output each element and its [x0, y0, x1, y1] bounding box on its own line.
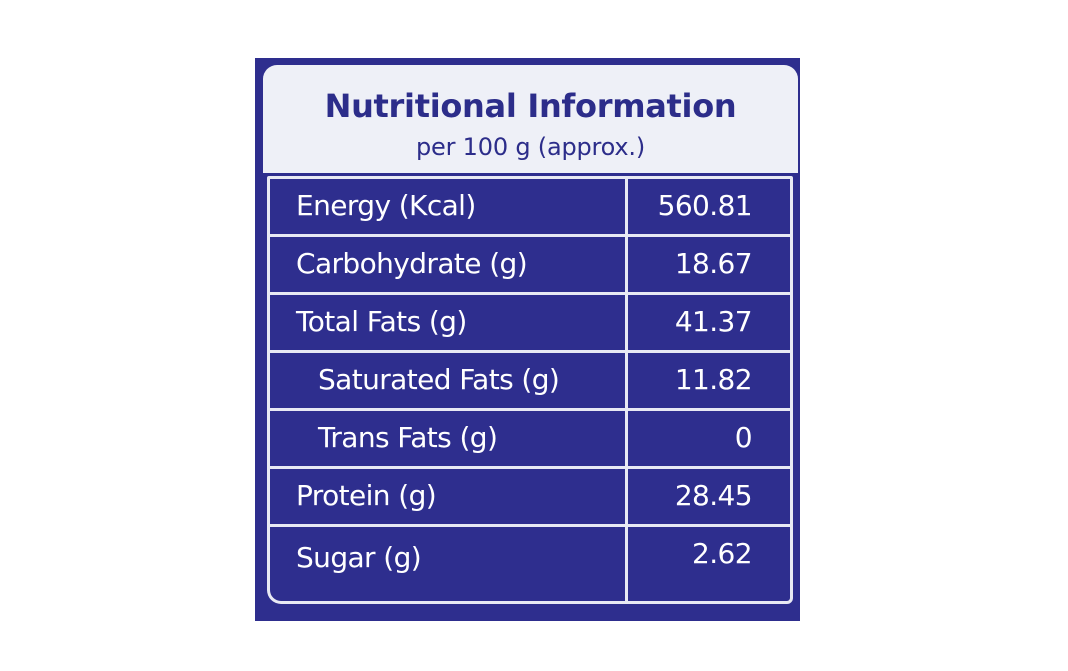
nutrition-table: Energy (Kcal) 560.81 Carbohydrate (g) 18…	[267, 176, 793, 604]
nutrition-subtitle: per 100 g (approx.)	[415, 133, 646, 161]
nutrient-value: 41.37	[674, 305, 753, 338]
table-row: Carbohydrate (g) 18.67	[270, 237, 790, 295]
nutrient-value: 18.67	[674, 247, 753, 280]
table-row: Saturated Fats (g) 11.82	[270, 353, 790, 411]
nutrient-name: Trans Fats (g)	[318, 421, 498, 454]
nutrition-header: Nutritional Information per 100 g (appro…	[263, 65, 798, 173]
nutrient-name: Protein (g)	[296, 479, 437, 512]
nutrient-value: 28.45	[674, 479, 753, 512]
nutrition-title: Nutritional Information	[324, 87, 737, 125]
table-row: Trans Fats (g) 0	[270, 411, 790, 469]
table-column-divider	[625, 179, 628, 601]
nutrient-value: 2.62	[692, 537, 753, 570]
nutrient-value: 0	[734, 421, 753, 454]
nutrient-name: Total Fats (g)	[296, 305, 467, 338]
nutrition-label: Nutritional Information per 100 g (appro…	[255, 58, 800, 621]
nutrient-value: 560.81	[657, 189, 753, 222]
nutrient-value: 11.82	[674, 363, 753, 396]
nutrient-name: Saturated Fats (g)	[318, 363, 560, 396]
nutrient-name: Energy (Kcal)	[296, 189, 476, 222]
table-row: Total Fats (g) 41.37	[270, 295, 790, 353]
nutrient-name: Carbohydrate (g)	[296, 247, 528, 280]
nutrient-name: Sugar (g)	[296, 541, 422, 574]
table-row: Energy (Kcal) 560.81	[270, 179, 790, 237]
table-row: Protein (g) 28.45	[270, 469, 790, 527]
table-row: Sugar (g) 2.62	[270, 527, 790, 601]
